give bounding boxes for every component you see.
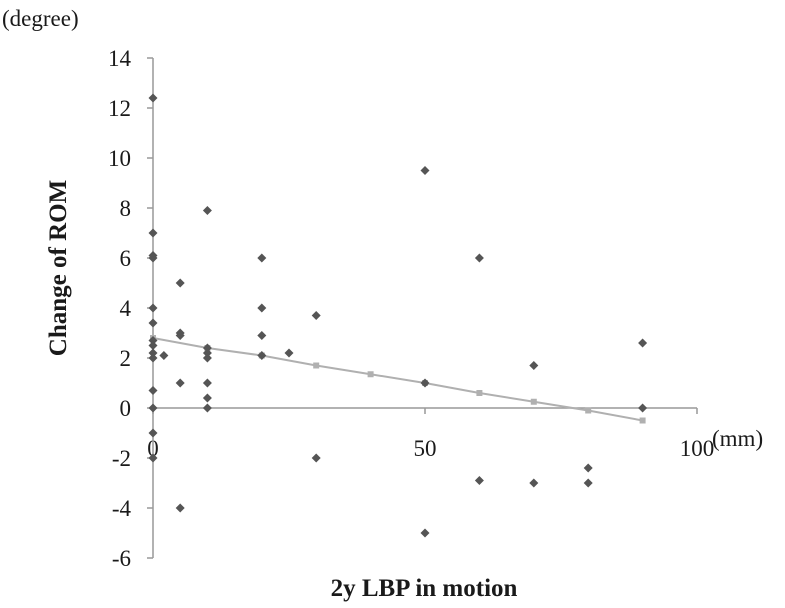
scatter-point (148, 93, 158, 103)
scatter-point (148, 336, 158, 345)
trend-marker (530, 398, 537, 405)
scatter-point (529, 478, 539, 488)
scatter-point (148, 253, 158, 263)
y-tick-label: 2 (120, 346, 132, 371)
scatter-point (474, 253, 484, 263)
scatter-point (257, 303, 267, 313)
scatter-point (311, 453, 321, 463)
scatter-point (175, 378, 185, 388)
scatter-point (148, 386, 158, 395)
y-axis-ticks: -6 -4 -2 0 2 4 6 8 10 12 14 (108, 46, 153, 571)
x-axis-unit-label: (mm) (712, 426, 763, 451)
scatter-point (583, 478, 593, 488)
scatter-point (257, 331, 267, 340)
scatter-point (529, 361, 539, 370)
scatter-point (257, 253, 267, 263)
y-tick-label: 12 (108, 96, 131, 121)
scatter-point (420, 166, 430, 175)
scatter-point (202, 206, 212, 215)
scatter-point (175, 278, 185, 288)
trend-line-group (150, 335, 646, 424)
trend-line (152, 337, 643, 422)
scatter-point (148, 403, 158, 413)
scatter-point (148, 348, 158, 358)
y-tick-label: -6 (112, 546, 131, 571)
scatter-point (284, 348, 294, 358)
scatter-point (202, 348, 212, 358)
scatter-point (148, 303, 158, 313)
y-axis-title: Change of ROM (45, 180, 72, 356)
y-tick-label: -4 (112, 496, 132, 521)
scatter-point (202, 378, 212, 388)
x-axis-ticks: 050100 (147, 408, 714, 461)
scatter-point (202, 403, 212, 413)
scatter-point (202, 343, 212, 353)
trend-marker (639, 417, 646, 424)
trend-marker (476, 390, 483, 396)
y-tick-label: 8 (120, 196, 132, 221)
scatter-point (148, 341, 158, 350)
y-tick-label: 4 (120, 296, 132, 321)
scatter-point (638, 338, 648, 348)
scatter-point (148, 318, 158, 328)
scatter-point (148, 428, 158, 438)
y-tick-label: 0 (120, 396, 132, 421)
x-tick-label: 100 (680, 436, 715, 461)
scatter-point (148, 228, 158, 238)
scatter-point (159, 351, 169, 360)
scatter-point (583, 463, 593, 473)
scatter-point (474, 476, 484, 485)
y-tick-label: 6 (120, 246, 132, 271)
x-axis-title: 2y LBP in motion (331, 575, 518, 602)
x-tick-label: 50 (414, 436, 437, 461)
y-tick-label: -2 (112, 446, 131, 471)
scatter-point (257, 351, 267, 360)
scatter-point (420, 528, 430, 538)
scatter-point (148, 353, 158, 363)
trend-marker (367, 371, 374, 378)
y-tick-label: 14 (108, 46, 132, 71)
scatter-points-group (148, 93, 648, 538)
scatter-point (175, 331, 185, 340)
scatter-point (202, 393, 212, 403)
y-tick-label: 10 (108, 146, 131, 171)
scatter-point (420, 378, 430, 388)
scatter-point (202, 353, 212, 363)
y-axis-unit-label: (degree) (2, 6, 79, 31)
trend-marker (313, 362, 320, 369)
trend-marker (585, 407, 592, 414)
scatter-point (638, 403, 648, 413)
scatter-point (311, 311, 321, 320)
scatter-point (175, 503, 185, 513)
scatter-point (148, 453, 158, 463)
